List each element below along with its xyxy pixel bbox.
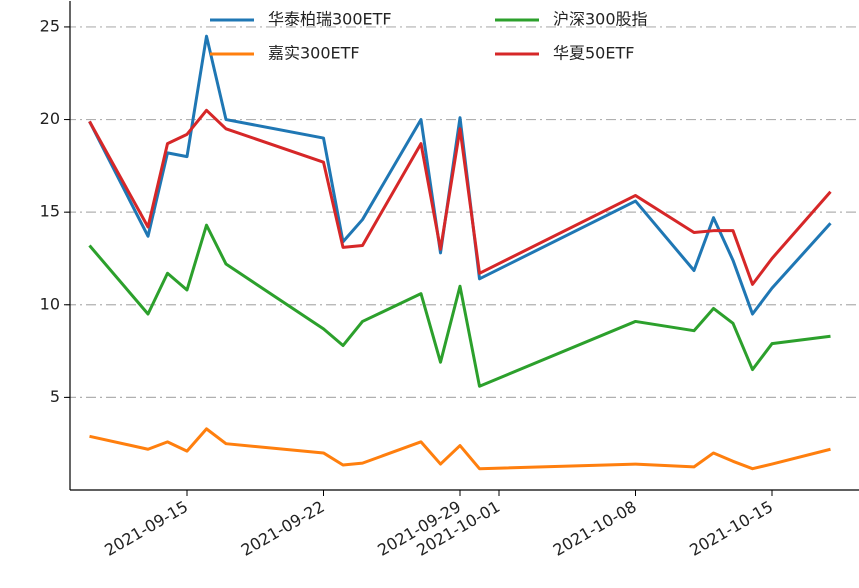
line-series [88, 108, 832, 286]
x-tick-label: 2021-10-15 [686, 497, 776, 560]
y-tick-label: 10 [40, 294, 60, 313]
x-tick-label: 2021-09-22 [238, 497, 328, 560]
x-tick-label: 2021-09-15 [101, 497, 191, 560]
legend-label: 华夏50ETF [553, 44, 634, 63]
legend-label: 嘉实300ETF [268, 44, 360, 63]
line-series [89, 427, 831, 471]
y-tick-label: 20 [40, 109, 60, 128]
y-tick-label: 15 [40, 202, 60, 221]
y-tick-label: 5 [50, 387, 60, 406]
x-tick-label: 2021-10-08 [550, 497, 640, 560]
line-series [88, 34, 832, 316]
legend-label: 华泰柏瑞300ETF [268, 10, 392, 29]
legend-label: 沪深300股指 [553, 10, 648, 29]
y-tick-label: 25 [40, 16, 60, 35]
line-series [88, 223, 831, 388]
